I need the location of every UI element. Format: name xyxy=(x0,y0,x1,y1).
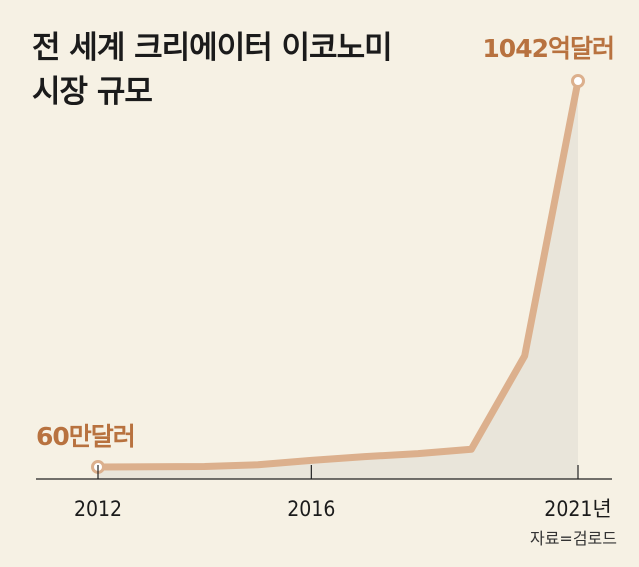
x-tick-label-2016: 2016 xyxy=(287,497,335,521)
annotation-2012: 60만달러 xyxy=(36,422,135,451)
annotation-2021: 1042억달러 xyxy=(482,34,614,63)
area-fill xyxy=(98,81,578,479)
chart-title-line-2: 시장 규모 xyxy=(32,74,153,110)
x-tick-label-2021: 2021년 xyxy=(544,497,611,521)
chart-title-line-1: 전 세계 크리에이터 이코노미 xyxy=(32,30,393,66)
plot-area: 2012 2016 2021년 60만달러 1042억달러 xyxy=(36,34,615,521)
series-line xyxy=(94,77,582,471)
source-note: 자료=검로드 xyxy=(529,529,617,548)
x-tick-label-2012: 2012 xyxy=(74,497,122,521)
data-point-2021 xyxy=(571,74,585,88)
chart-title: 전 세계 크리에이터 이코노미 시장 규모 xyxy=(32,26,393,114)
